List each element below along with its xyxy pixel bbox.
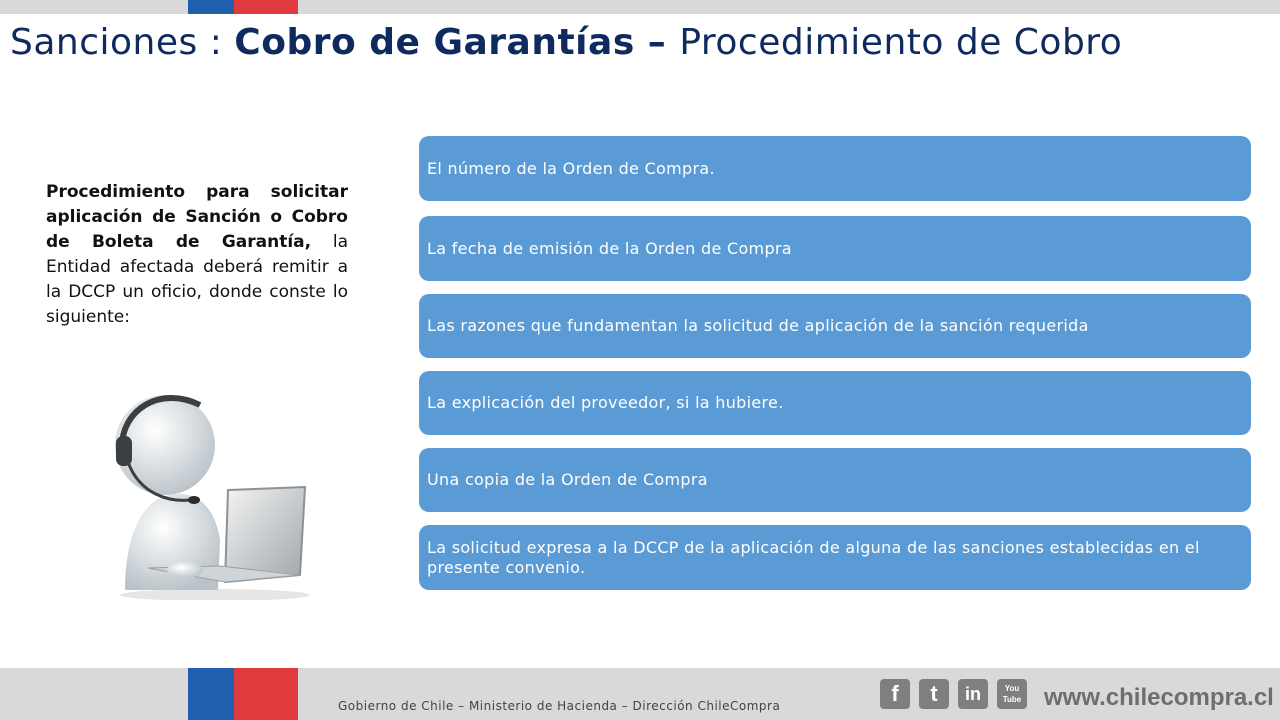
flag-blue-stripe: [188, 0, 234, 14]
title-prefix: Sanciones :: [10, 22, 235, 63]
footer-flag-red: [234, 668, 298, 720]
requirement-text: La explicación del proveedor, si la hubi…: [427, 393, 784, 412]
title-suffix: Procedimiento de Cobro: [679, 22, 1123, 63]
linkedin-icon[interactable]: in: [958, 679, 988, 709]
footer-bar: [0, 668, 1280, 720]
requirement-item: La explicación del proveedor, si la hubi…: [419, 371, 1251, 435]
twitter-icon[interactable]: t: [919, 679, 949, 709]
intro-paragraph: Procedimiento para solicitar aplicación …: [46, 180, 348, 330]
title-bold: Cobro de Garantías –: [234, 22, 680, 63]
requirement-item: La solicitud expresa a la DCCP de la apl…: [419, 525, 1251, 590]
footer-credits: Gobierno de Chile – Ministerio de Hacien…: [338, 699, 781, 713]
requirement-text: Las razones que fundamentan la solicitud…: [427, 316, 1089, 335]
youtube-icon[interactable]: You Tube: [997, 679, 1027, 709]
requirement-text: El número de la Orden de Compra.: [427, 158, 715, 178]
requirement-item: La fecha de emisión de la Orden de Compr…: [419, 216, 1251, 281]
intro-bold-text: Procedimiento para solicitar aplicación …: [46, 182, 348, 252]
support-person-illustration: [115, 394, 310, 600]
requirement-item: Una copia de la Orden de Compra: [419, 448, 1251, 512]
requirement-text: La fecha de emisión de la Orden de Compr…: [427, 238, 792, 258]
website-link[interactable]: www.chilecompra.cl: [1044, 684, 1274, 711]
facebook-icon[interactable]: f: [880, 679, 910, 709]
requirement-text: Una copia de la Orden de Compra: [427, 470, 708, 489]
requirement-item: Las razones que fundamentan la solicitud…: [419, 294, 1251, 358]
page-title: Sanciones : Cobro de Garantías – Procedi…: [10, 22, 1122, 63]
top-bar: [0, 0, 1280, 14]
requirement-text: La solicitud expresa a la DCCP de la apl…: [427, 537, 1200, 577]
requirement-item: El número de la Orden de Compra.: [419, 136, 1251, 201]
intro-text: la Entidad afectada deberá remitir a la …: [46, 232, 348, 327]
footer-flag-blue: [188, 668, 234, 720]
flag-red-stripe: [234, 0, 298, 14]
